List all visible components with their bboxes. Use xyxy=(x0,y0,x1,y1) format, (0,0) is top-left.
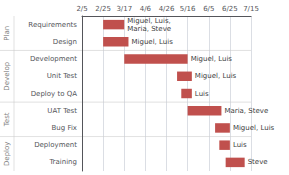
svg-text:6/5: 6/5 xyxy=(203,5,214,13)
svg-text:6/25: 6/25 xyxy=(222,5,238,13)
svg-text:5/16: 5/16 xyxy=(180,5,196,13)
svg-text:Luis: Luis xyxy=(233,141,247,149)
svg-text:UAT Test: UAT Test xyxy=(47,107,77,115)
svg-text:Design: Design xyxy=(53,38,77,46)
svg-text:Miguel, Luis: Miguel, Luis xyxy=(131,38,173,46)
svg-text:Miguel, Luis,: Miguel, Luis, xyxy=(127,17,171,25)
svg-text:4/26: 4/26 xyxy=(159,5,175,13)
svg-text:Develop: Develop xyxy=(3,61,11,90)
svg-text:Luis: Luis xyxy=(195,90,209,98)
svg-text:Unit Test: Unit Test xyxy=(47,72,78,80)
svg-text:Deploy to QA: Deploy to QA xyxy=(31,90,77,98)
svg-text:3/17: 3/17 xyxy=(116,5,132,13)
svg-text:Bug Fix: Bug Fix xyxy=(51,124,77,132)
svg-text:Miguel, Luis: Miguel, Luis xyxy=(191,55,233,63)
svg-text:Maria, Steve: Maria, Steve xyxy=(127,25,171,33)
svg-text:Plan: Plan xyxy=(3,26,11,41)
svg-text:Training: Training xyxy=(48,158,77,166)
svg-text:Steve: Steve xyxy=(248,158,268,166)
svg-text:Miguel, Luis: Miguel, Luis xyxy=(195,72,237,80)
svg-text:Deploy: Deploy xyxy=(3,142,11,167)
svg-text:2/25: 2/25 xyxy=(95,5,111,13)
svg-text:Requirements: Requirements xyxy=(28,21,77,29)
svg-text:Deployment: Deployment xyxy=(34,141,77,149)
svg-text:4/6: 4/6 xyxy=(140,5,152,13)
svg-text:7/15: 7/15 xyxy=(243,5,259,13)
svg-text:Maria, Steve: Maria, Steve xyxy=(224,107,268,115)
svg-text:Miguel, Luis: Miguel, Luis xyxy=(233,124,275,132)
svg-text:Test: Test xyxy=(3,112,11,127)
svg-text:Development: Development xyxy=(30,55,77,63)
svg-text:2/5: 2/5 xyxy=(76,5,87,13)
